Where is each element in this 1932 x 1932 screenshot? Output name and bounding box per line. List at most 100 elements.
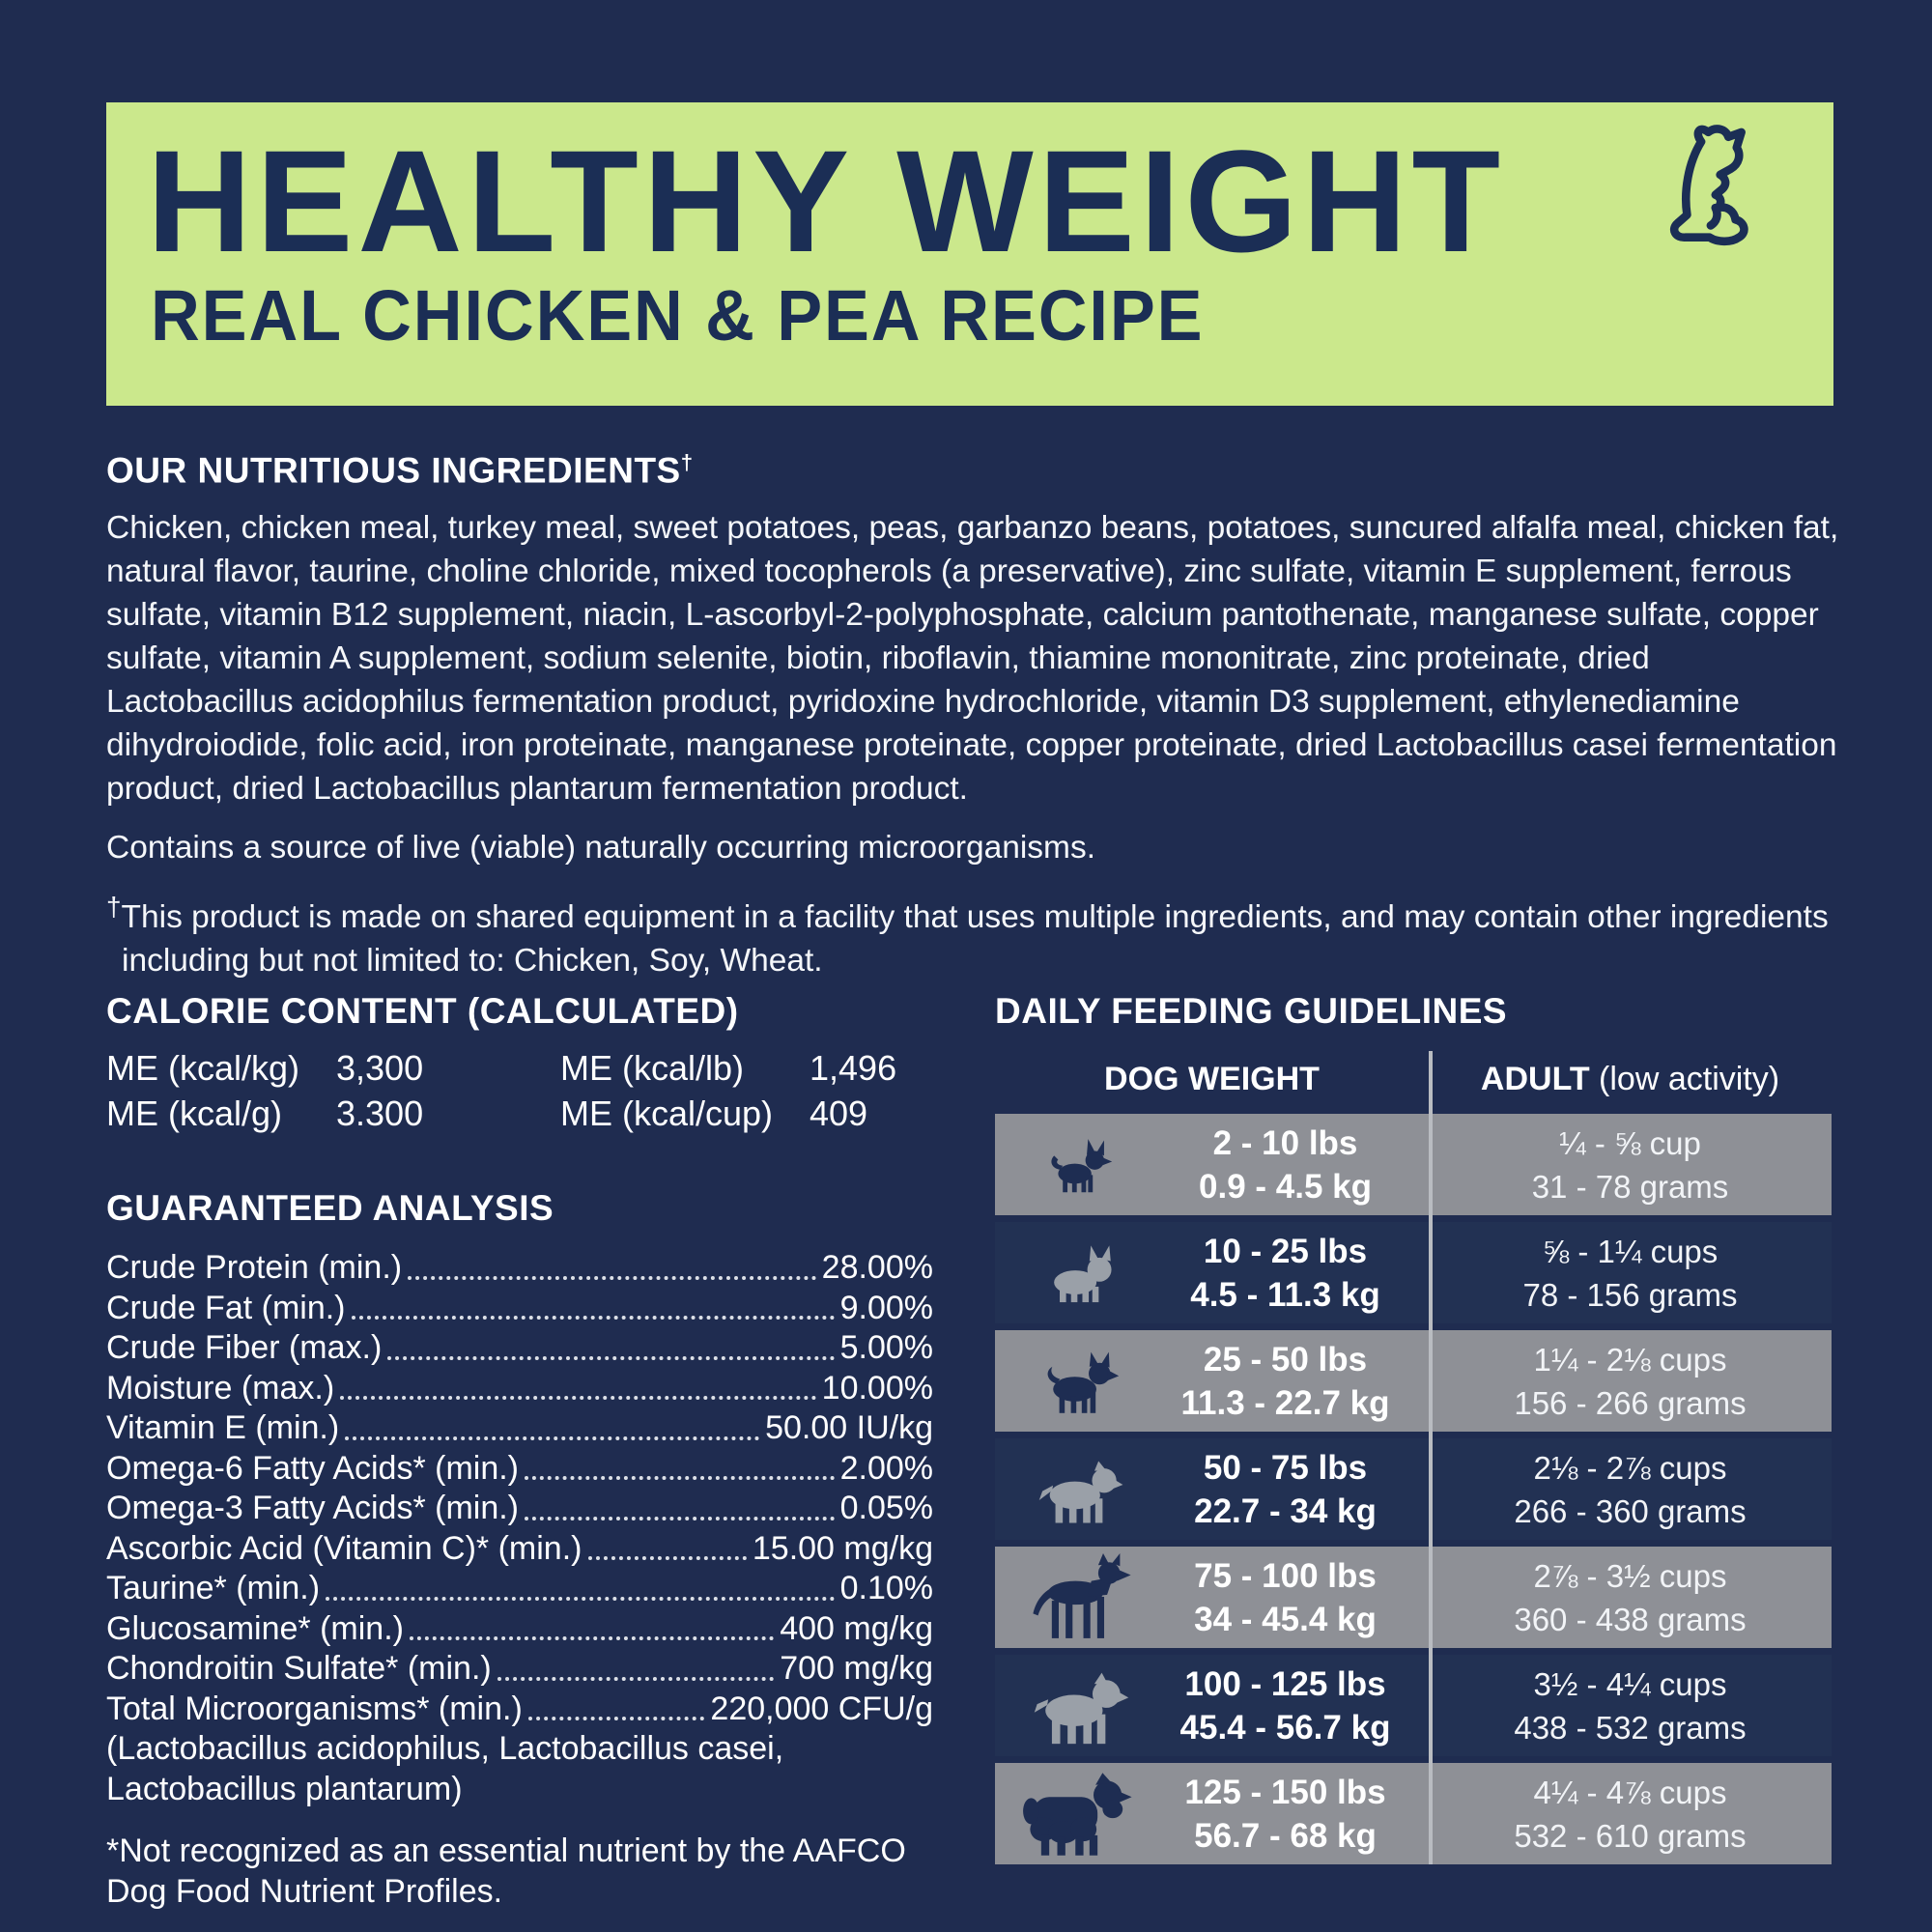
rottweiler-icon	[995, 1664, 1167, 1747]
chihuahua-icon	[995, 1135, 1167, 1195]
dog-weight-cell: 125 - 150 lbs 56.7 - 68 kg	[995, 1763, 1429, 1864]
weight-lbs: 50 - 75 lbs	[1203, 1448, 1368, 1487]
feeding-table-row: 100 - 125 lbs 45.4 - 56.7 kg 3½ - 4¼ cup…	[995, 1655, 1832, 1756]
calorie-label: ME (kcal/cup)	[560, 1094, 774, 1133]
dog-weight-column-header: DOG WEIGHT	[1104, 1060, 1320, 1097]
nutrient-value: 0.10%	[839, 1570, 933, 1606]
dot-leader	[527, 1717, 705, 1720]
dot-leader	[525, 1476, 835, 1480]
nutrient-value: 50.00 IU/kg	[765, 1409, 933, 1446]
nutrient-label: Ascorbic Acid (Vitamin C)* (min.)	[106, 1529, 582, 1567]
nutrient-value: 5.00%	[839, 1329, 933, 1366]
product-subtitle: REAL CHICKEN & PEA RECIPE	[151, 275, 1205, 355]
dog-weight-cell: 2 - 10 lbs 0.9 - 4.5 kg	[995, 1114, 1429, 1215]
dog-weight-cell: 75 - 100 lbs 34 - 45.4 kg	[995, 1547, 1429, 1648]
amount-grams: 438 - 532 grams	[1514, 1709, 1747, 1746]
weight-range: 100 - 125 lbs 45.4 - 56.7 kg	[1167, 1662, 1429, 1749]
adult-column-header: ADULT (low activity)	[1480, 1060, 1780, 1097]
feeding-amount-cell: ¼ - ⅝ cup 31 - 78 grams	[1429, 1122, 1832, 1208]
feeding-table-row: 2 - 10 lbs 0.9 - 4.5 kg ¼ - ⅝ cup 31 - 7…	[995, 1114, 1832, 1215]
amount-grams: 532 - 610 grams	[1514, 1817, 1747, 1854]
weight-lbs: 25 - 50 lbs	[1203, 1340, 1368, 1378]
weight-lbs: 125 - 150 lbs	[1184, 1773, 1386, 1811]
guaranteed-analysis-row: Crude Protein (min.) 28.00%	[106, 1248, 933, 1289]
nutrient-value: 10.00%	[821, 1369, 933, 1406]
guaranteed-analysis-row: Crude Fiber (max.) 5.00%	[106, 1328, 933, 1369]
calorie-value: 409	[810, 1094, 868, 1133]
weight-lbs: 100 - 125 lbs	[1184, 1664, 1386, 1703]
guaranteed-analysis-row: Crude Fat (min.) 9.00%	[106, 1289, 933, 1329]
dot-leader	[351, 1316, 835, 1320]
dot-leader	[587, 1556, 747, 1560]
nutrient-value: 15.00 mg/kg	[752, 1529, 933, 1567]
calorie-table: ME (kcal/kg) 3,300 ME (kcal/lb) 1,496 ME…	[106, 1045, 956, 1136]
allergen-note: †This product is made on shared equipmen…	[106, 892, 1829, 980]
feeding-amount-cell: ⅝ - 1¼ cups 78 - 156 grams	[1429, 1230, 1832, 1317]
amount-grams: 156 - 266 grams	[1514, 1384, 1747, 1421]
microorganism-species-line: Lactobacillus plantarum)	[106, 1770, 463, 1807]
nutrient-label: Taurine* (min.)	[106, 1570, 321, 1606]
dot-leader	[408, 1275, 816, 1280]
nutrient-label: Total Microorganisms* (min.)	[106, 1690, 523, 1727]
weight-range: 2 - 10 lbs 0.9 - 4.5 kg	[1167, 1122, 1429, 1208]
amount-cups: ¼ - ⅝ cup	[1559, 1124, 1701, 1161]
dog-weight-cell: 25 - 50 lbs 11.3 - 22.7 kg	[995, 1330, 1429, 1432]
weight-kg: 11.3 - 22.7 kg	[1180, 1383, 1390, 1422]
calorie-value: 3.300	[336, 1094, 424, 1133]
amount-cups: 3½ - 4¼ cups	[1533, 1665, 1727, 1702]
nutrient-label: Glucosamine* (min.)	[106, 1609, 404, 1647]
amount-cups: 1¼ - 2⅛ cups	[1533, 1341, 1727, 1378]
dog-weight-cell: 100 - 125 lbs 45.4 - 56.7 kg	[995, 1655, 1429, 1756]
dot-leader	[345, 1435, 760, 1440]
feeding-table-row: 75 - 100 lbs 34 - 45.4 kg 2⅞ - 3½ cups 3…	[995, 1547, 1832, 1648]
guaranteed-analysis-row: Total Microorganisms* (min.) 220,000 CFU…	[106, 1690, 933, 1730]
nutrient-value: 400 mg/kg	[780, 1609, 933, 1647]
guaranteed-analysis-row: Moisture (max.) 10.00%	[106, 1369, 933, 1409]
weight-range: 75 - 100 lbs 34 - 45.4 kg	[1167, 1554, 1429, 1641]
feeding-amount-cell: 1¼ - 2⅛ cups 156 - 266 grams	[1429, 1338, 1832, 1425]
feeding-amount-cell: 2⅞ - 3½ cups 360 - 438 grams	[1429, 1554, 1832, 1641]
weight-range: 25 - 50 lbs 11.3 - 22.7 kg	[1167, 1338, 1429, 1425]
amount-grams: 78 - 156 grams	[1522, 1276, 1738, 1313]
ingredients-section: OUR NUTRITIOUS INGREDIENTS† Chicken, chi…	[106, 450, 1845, 982]
dot-leader	[409, 1636, 775, 1640]
weight-lbs: 2 - 10 lbs	[1212, 1123, 1358, 1162]
feeding-amount-cell: 3½ - 4¼ cups 438 - 532 grams	[1429, 1662, 1832, 1749]
calorie-label: ME (kcal/g)	[106, 1094, 283, 1133]
guaranteed-analysis-row: Taurine* (min.) 0.10%	[106, 1569, 933, 1609]
guaranteed-analysis-row: Vitamin E (min.) 50.00 IU/kg	[106, 1408, 933, 1449]
guaranteed-analysis-heading: GUARANTEED ANALYSIS	[106, 1188, 554, 1228]
guaranteed-analysis-table: Crude Protein (min.) 28.00% Crude Fat (m…	[106, 1248, 933, 1729]
nutrient-value: 28.00%	[821, 1249, 933, 1286]
ingredients-heading: OUR NUTRITIOUS INGREDIENTS†	[106, 450, 694, 491]
weight-kg: 56.7 - 68 kg	[1194, 1816, 1377, 1855]
guaranteed-analysis-row: Omega-3 Fatty Acids* (min.) 0.05%	[106, 1489, 933, 1529]
feeding-table-header: DOG WEIGHT ADULT (low activity)	[995, 1051, 1832, 1107]
amount-grams: 360 - 438 grams	[1514, 1601, 1747, 1637]
nutrient-value: 9.00%	[839, 1289, 933, 1326]
guaranteed-analysis-row: Glucosamine* (min.) 400 mg/kg	[106, 1609, 933, 1650]
calorie-label: ME (kcal/lb)	[560, 1048, 745, 1088]
dog-weight-cell: 50 - 75 lbs 22.7 - 34 kg	[995, 1438, 1429, 1540]
pitbull-icon	[995, 1453, 1167, 1526]
nutrient-value: 2.00%	[839, 1449, 933, 1487]
begging-dog-outline-icon	[1663, 120, 1770, 284]
weight-kg: 0.9 - 4.5 kg	[1199, 1167, 1372, 1206]
column-divider	[1429, 1051, 1433, 1864]
product-banner: HEALTHY WEIGHT REAL CHICKEN & PEA RECIPE	[106, 102, 1833, 406]
amount-cups: 2⅞ - 3½ cups	[1533, 1557, 1727, 1594]
feeding-amount-cell: 4¼ - 4⅞ cups 532 - 610 grams	[1429, 1771, 1832, 1858]
calorie-value: 1,496	[810, 1048, 897, 1088]
aafco-footnote: *Not recognized as an essential nutrient…	[106, 1833, 906, 1910]
guaranteed-analysis-row: Omega-6 Fatty Acids* (min.) 2.00%	[106, 1449, 933, 1490]
dot-leader	[497, 1676, 775, 1681]
dagger-symbol: †	[680, 450, 694, 474]
calorie-label: ME (kcal/kg)	[106, 1048, 300, 1088]
guaranteed-analysis-row: Ascorbic Acid (Vitamin C)* (min.) 15.00 …	[106, 1529, 933, 1570]
nutrient-label: Crude Fiber (max.)	[106, 1329, 383, 1366]
feeding-table-row: 25 - 50 lbs 11.3 - 22.7 kg 1¼ - 2⅛ cups …	[995, 1330, 1832, 1432]
feeding-guidelines-table: DOG WEIGHT ADULT (low activity) 2 - 10 l…	[995, 1051, 1832, 1864]
frenchbulldog-icon	[995, 1241, 1167, 1305]
amount-cups: 4¼ - 4⅞ cups	[1533, 1774, 1727, 1810]
